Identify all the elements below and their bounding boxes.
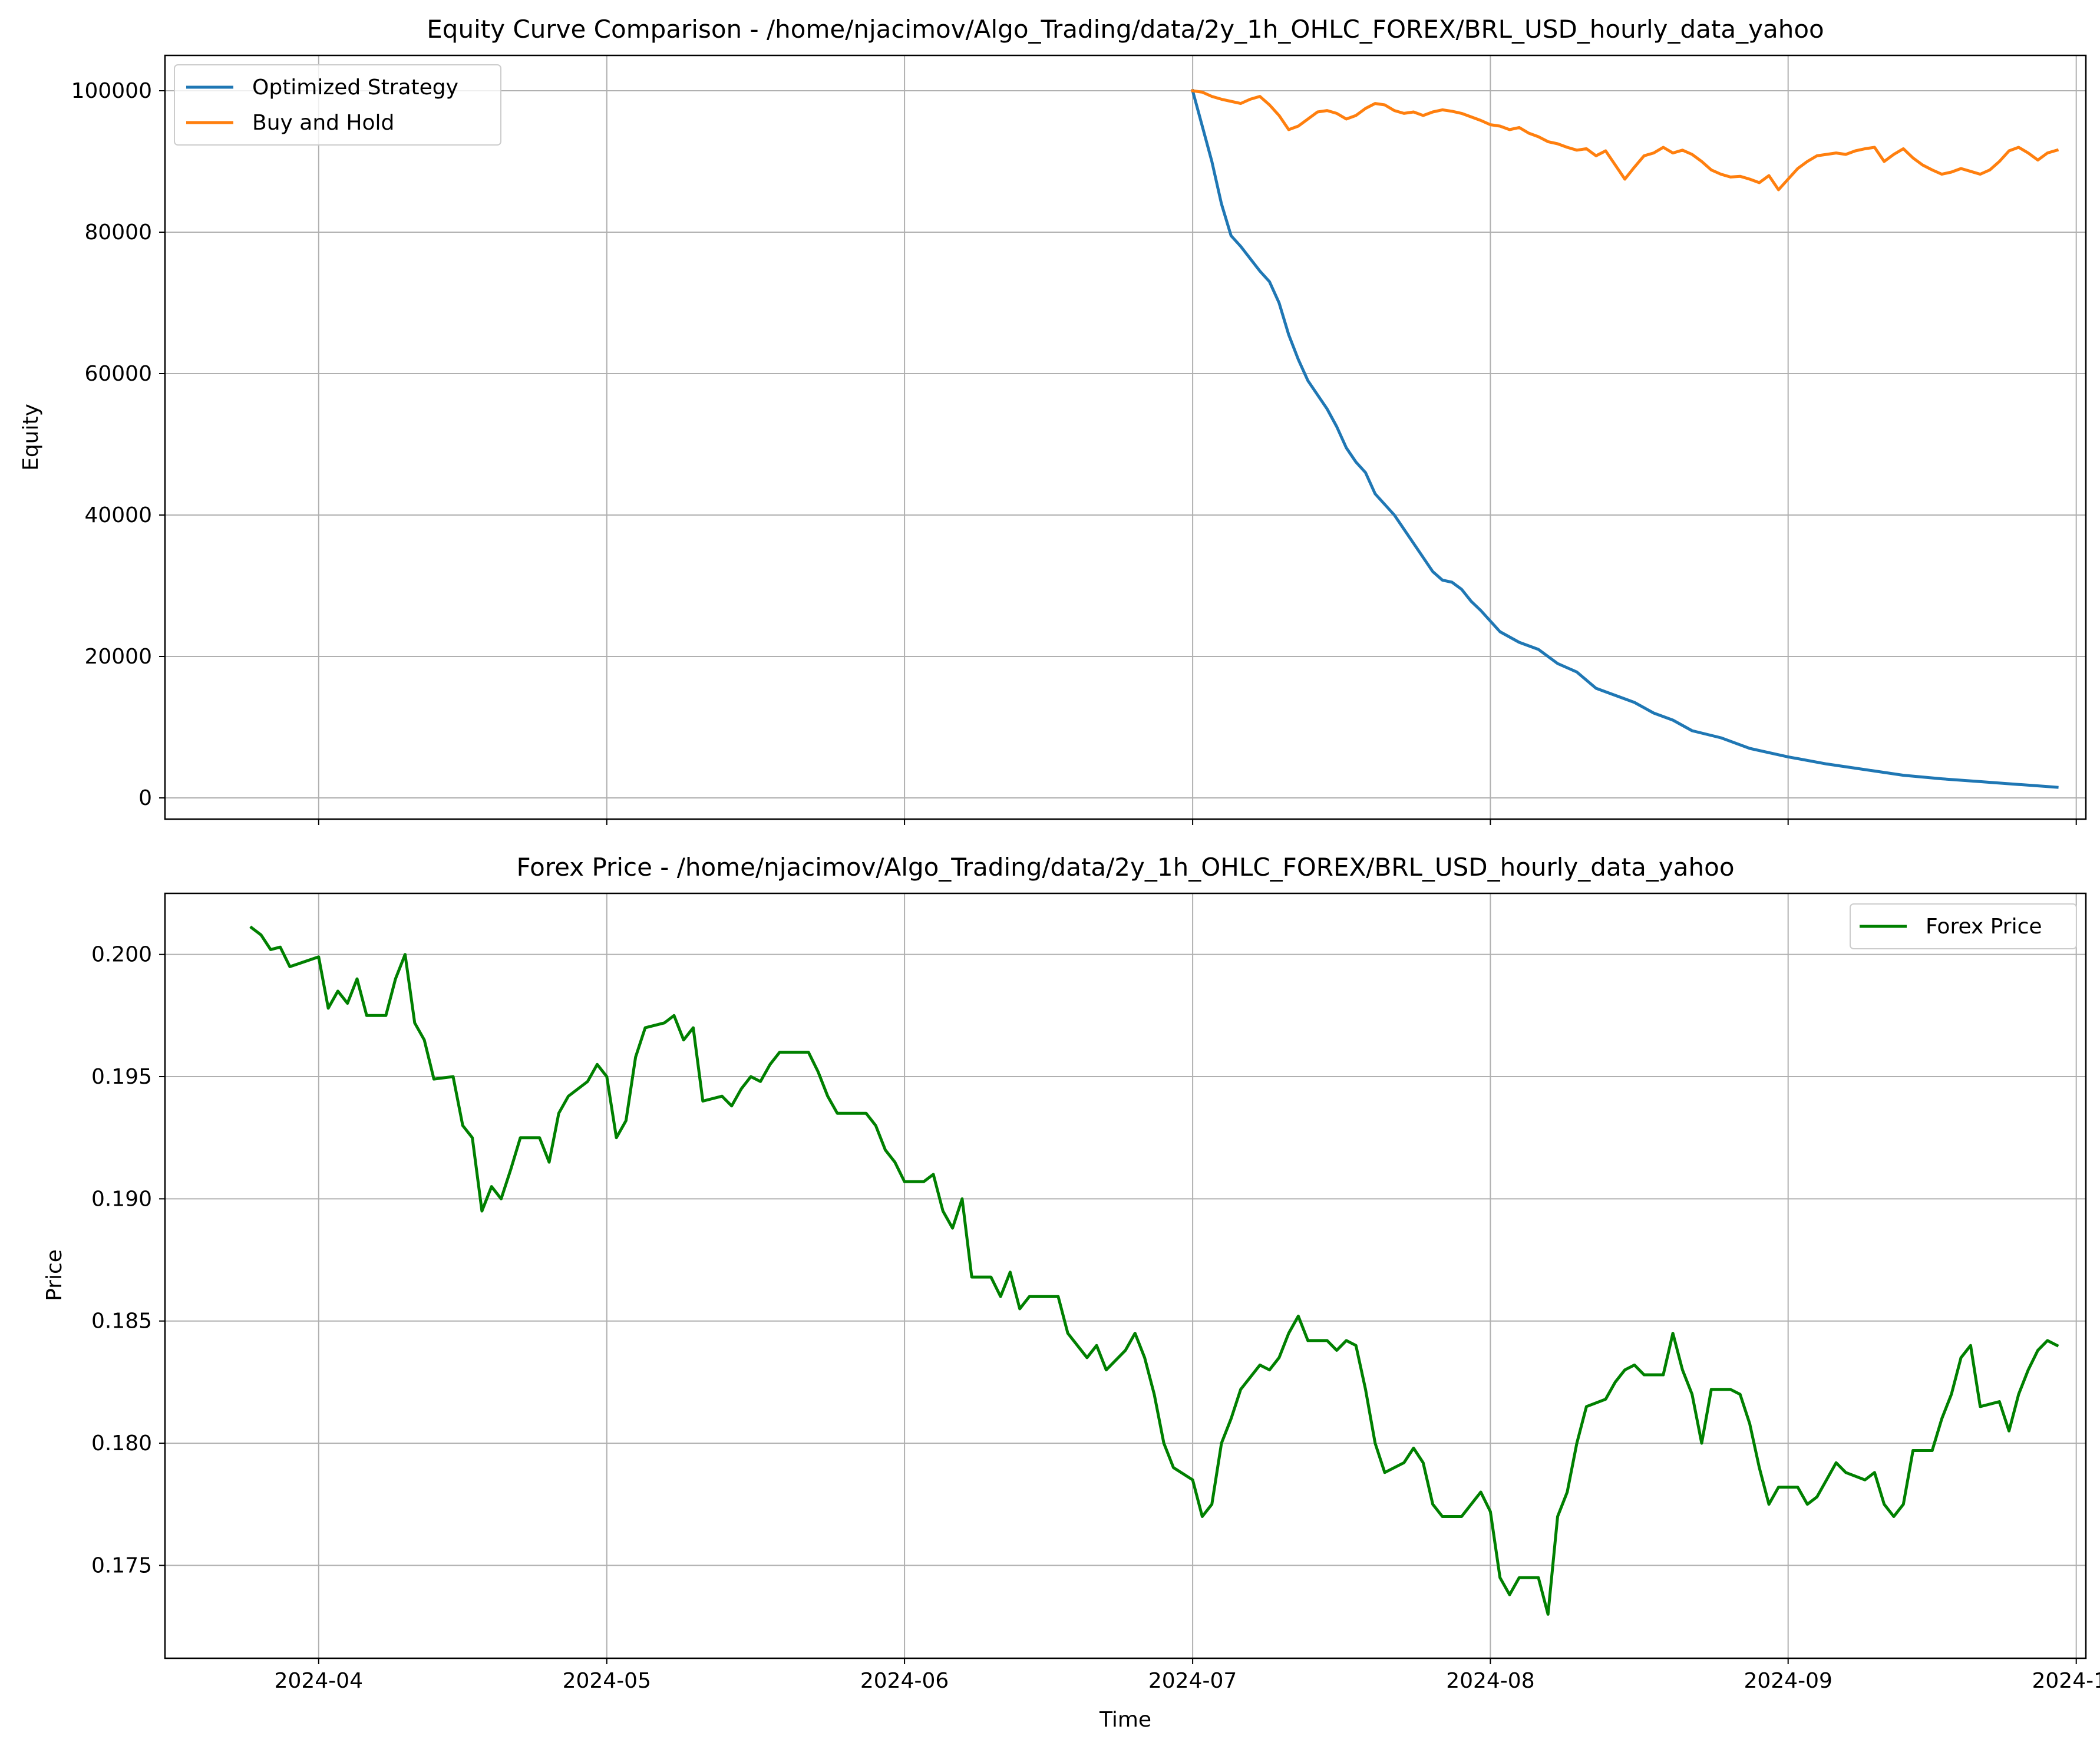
legend-label-optimized-strategy: Optimized Strategy	[252, 75, 458, 100]
equity-y-tick-label: 80000	[84, 220, 152, 245]
price-legend-box	[1850, 903, 2077, 949]
price-x-tick-label: 2024-06	[860, 1669, 949, 1693]
equity-y-tick-label: 40000	[84, 503, 152, 527]
price-series-layer	[249, 925, 2059, 1616]
series-line-buy-and-hold	[1191, 89, 2059, 192]
price-x-tick-label: 2024-05	[563, 1669, 651, 1693]
price-y-tick-label: 0.200	[91, 943, 152, 967]
price-grid	[165, 893, 2086, 1658]
equity-y-tick-label: 60000	[84, 362, 152, 386]
price-y-tick-label: 0.180	[91, 1431, 152, 1456]
price-x-tick-label: 2024-07	[1148, 1669, 1237, 1693]
equity-y-axis-label: Equity	[19, 404, 43, 471]
price-y-tick-label: 0.175	[91, 1553, 152, 1578]
equity-y-ticks: 0 20000 40000 60000 80000 100000	[71, 79, 165, 810]
legend-label-forex-price: Forex Price	[1926, 915, 2042, 939]
price-x-tick-label: 2024-08	[1446, 1669, 1534, 1693]
equity-chart-title: Equity Curve Comparison - /home/njacimov…	[427, 15, 1824, 44]
series-line-optimized-strategy	[1191, 88, 2059, 789]
equity-y-tick-label: 100000	[71, 79, 152, 103]
price-chart-title: Forex Price - /home/njacimov/Algo_Tradin…	[516, 853, 1734, 882]
price-plot-frame	[164, 892, 2087, 1659]
price-x-tick-label: 2024-04	[275, 1669, 363, 1693]
equity-legend: Optimized Strategy Buy and Hold	[174, 64, 501, 146]
equity-x-ticks	[318, 819, 2077, 825]
price-y-tick-label: 0.185	[91, 1309, 152, 1334]
price-y-tick-label: 0.195	[91, 1065, 152, 1089]
equity-legend-box	[174, 64, 501, 146]
equity-y-tick-label: 20000	[84, 645, 152, 669]
price-y-axis-label: Price	[42, 1249, 67, 1301]
equity-series-layer	[1191, 88, 2059, 789]
legend-label-buy-and-hold: Buy and Hold	[252, 111, 394, 135]
equity-plot-frame	[164, 54, 2087, 820]
price-x-tick-label: 2024-10	[2032, 1669, 2100, 1693]
equity-panel: Equity Curve Comparison - /home/njacimov…	[19, 15, 2087, 825]
price-panel: Forex Price - /home/njacimov/Algo_Tradin…	[42, 853, 2100, 1732]
price-x-axis-label: Time	[1099, 1708, 1151, 1732]
price-legend: Forex Price	[1850, 903, 2077, 949]
equity-y-tick-label: 0	[138, 786, 152, 810]
price-x-ticks: 2024-04 2024-05 2024-06 2024-07 2024-08 2024-…	[275, 1658, 2100, 1693]
price-y-tick-label: 0.190	[91, 1187, 152, 1211]
series-line-forex-price	[249, 925, 2059, 1616]
price-x-tick-label: 2024-09	[1744, 1669, 1832, 1693]
price-y-ticks: 0.175 0.180 0.185 0.190 0.195 0.200	[91, 943, 165, 1578]
